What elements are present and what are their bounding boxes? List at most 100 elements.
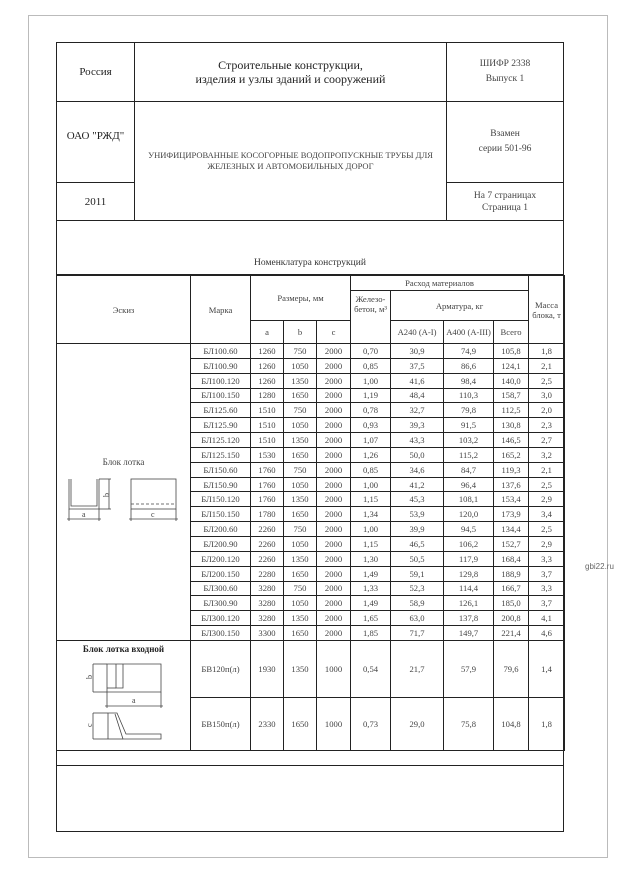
title-cell: Строительные конструкции, изделия и узлы … — [134, 42, 447, 102]
cell-mass: 2,5 — [528, 372, 566, 389]
cell-b: 1650 — [283, 696, 317, 751]
year-cell: 2011 — [56, 182, 135, 221]
cell-concrete: 1,49 — [350, 595, 392, 612]
cell-b: 750 — [283, 521, 317, 537]
cell-mass: 1,8 — [528, 696, 566, 751]
table-row: БЛ200.120 2260 1350 2000 1,30 50,5 117,9 168,4 3… — [57, 550, 566, 567]
cell-mark: БЛ125.60 — [190, 402, 251, 419]
series-title-line-1: УНИФИЦИРОВАННЫЕ КОСОГОРНЫЕ ВОДОПРОПУСКНЫ… — [148, 150, 433, 160]
cell-b: 1350 — [283, 610, 317, 627]
col-a: a — [250, 320, 284, 344]
code: ШИФР 2338 — [479, 59, 531, 69]
cell-total: 153,4 — [493, 491, 530, 508]
cell-concrete: 0,85 — [350, 461, 392, 478]
cell-c: 2000 — [315, 357, 352, 374]
svg-text:b: b — [102, 493, 111, 497]
cell-a240: 39,3 — [390, 417, 445, 434]
cell-b: 1350 — [283, 491, 317, 508]
cell-mass: 3,3 — [528, 550, 566, 567]
cell-c: 2000 — [315, 610, 352, 627]
cell-a400: 86,6 — [443, 357, 495, 374]
series-title-cell: УНИФИЦИРОВАННЫЕ КОСОГОРНЫЕ ВОДОПРОПУСКНЫ… — [134, 101, 447, 221]
cell-b: 1350 — [283, 639, 317, 698]
cell-mass: 2,5 — [528, 476, 566, 493]
cell-concrete: 0,85 — [350, 357, 392, 374]
col-rebar: Арматура, кг — [390, 290, 530, 321]
cell-total: 152,7 — [493, 535, 530, 552]
cell-c: 2000 — [315, 372, 352, 389]
cell-concrete: 1,49 — [350, 565, 392, 582]
cell-concrete: 1,85 — [350, 625, 392, 641]
cell-a400: 137,8 — [443, 610, 495, 627]
cell-mass: 4,6 — [528, 625, 566, 641]
cell-a240: 34,6 — [390, 461, 445, 478]
cell-a400: 129,8 — [443, 565, 495, 582]
cell-mass: 3,3 — [528, 580, 566, 597]
svg-text:a: a — [82, 510, 86, 519]
cell-mass: 2,3 — [528, 417, 566, 434]
cell-total: 168,4 — [493, 550, 530, 567]
col-a240: А240 (А-I) — [390, 320, 445, 344]
cell-total: 105,8 — [493, 343, 530, 359]
cell-mark: БЛ300.90 — [190, 595, 251, 612]
cell-b: 1050 — [283, 535, 317, 552]
cell-concrete: 1,26 — [350, 446, 392, 463]
table-row: БЛ300.90 3280 1050 2000 1,49 58,9 126,1 185,0 3,… — [57, 595, 566, 612]
cell-mark: БЛ200.120 — [190, 550, 251, 567]
page-border — [28, 15, 608, 858]
cell-concrete: 1,30 — [350, 550, 392, 567]
cell-a400: 74,9 — [443, 343, 495, 359]
cell-mark: БЛ300.150 — [190, 625, 251, 641]
cell-mass: 3,4 — [528, 506, 566, 523]
table-row: Блок лотка входной b a c БВ120п(л) 1930 1350 10… — [56, 639, 566, 751]
cell-b: 1050 — [283, 476, 317, 493]
bottom-blank-area — [56, 765, 564, 832]
table-row: БЛ300.150 3300 1650 2000 1,85 71,7 149,7 221,4 4… — [57, 625, 566, 641]
org: ОАО "РЖД" — [66, 130, 125, 142]
cell-mark: БЛ150.150 — [190, 506, 251, 523]
cell-concrete: 0,93 — [350, 417, 392, 434]
cell-a240: 50,0 — [390, 446, 445, 463]
cell-mark: БЛ300.60 — [190, 580, 251, 597]
cell-mass: 1,4 — [528, 639, 566, 698]
cell-mark: БЛ100.90 — [190, 357, 251, 374]
cell-a240: 50,5 — [390, 550, 445, 567]
cell-a400: 84,7 — [443, 461, 495, 478]
cell-total: 124,1 — [493, 357, 530, 374]
replaces-series: серии 501-96 — [478, 144, 532, 154]
cell-a240: 37,5 — [390, 357, 445, 374]
cell-concrete: 1,00 — [350, 521, 392, 537]
cell-total: 173,9 — [493, 506, 530, 523]
cell-a240: 32,7 — [390, 402, 445, 419]
watermark: gbi22.ru — [585, 562, 614, 571]
table-row: БЛ150.120 1760 1350 2000 1,15 45,3 108,1 153,4 2… — [57, 491, 566, 508]
cell-mass: 3,7 — [528, 565, 566, 582]
cell-concrete: 1,19 — [350, 387, 392, 404]
cell-b: 1650 — [283, 446, 317, 463]
cell-a: 2260 — [250, 550, 284, 567]
cell-a: 3280 — [250, 580, 284, 597]
cell-mark: БЛ150.60 — [190, 461, 251, 478]
cell-b: 750 — [283, 580, 317, 597]
page-number: Страница 1 — [481, 202, 529, 213]
issue: Выпуск 1 — [485, 74, 525, 84]
cell-a400: 115,2 — [443, 446, 495, 463]
table-row: БЛ300.60 3280 750 2000 1,33 52,3 114,4 166,7 3,3 — [57, 580, 566, 597]
table-row: БЛ200.150 2280 1650 2000 1,49 59,1 129,8 188,9 3… — [57, 565, 566, 582]
cell-a400: 120,0 — [443, 506, 495, 523]
cell-a240: 21,7 — [390, 639, 445, 698]
table-row: Блок лотка b a c БЛ100.60 1260 750 2000 0,70 30,9… — [56, 343, 566, 641]
group-label: Блок лотка входной — [82, 643, 165, 654]
cell-concrete: 0,70 — [350, 343, 392, 359]
cell-mark: БЛ200.90 — [190, 535, 251, 552]
cell-b: 1650 — [283, 387, 317, 404]
cell-total: 165,2 — [493, 446, 530, 463]
cell-b: 750 — [283, 343, 317, 359]
cell-a: 2260 — [250, 535, 284, 552]
cell-c: 2000 — [315, 565, 352, 582]
table-row: БЛ200.60 2260 750 2000 1,00 39,9 94,5 134,4 2,5 — [57, 521, 566, 537]
cell-c: 2000 — [315, 387, 352, 404]
cell-concrete: 1,07 — [350, 432, 392, 448]
col-b: b — [283, 320, 317, 344]
page-count: На 7 страницах — [473, 190, 537, 201]
